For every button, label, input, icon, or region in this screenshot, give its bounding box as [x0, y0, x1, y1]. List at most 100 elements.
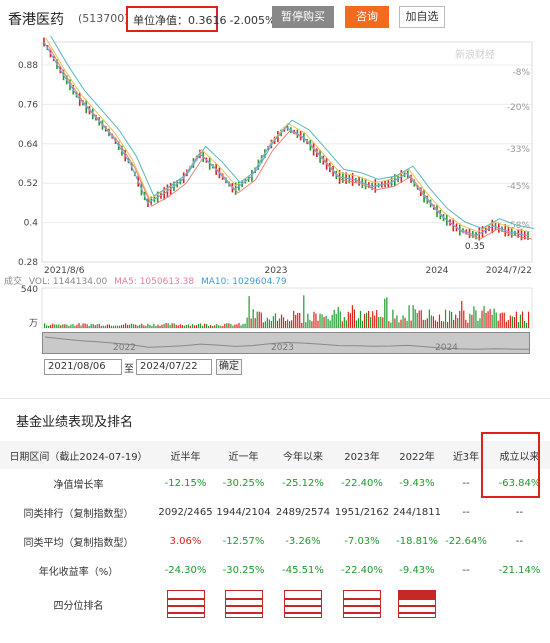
nav-line [43, 41, 529, 237]
volume-bar [303, 295, 305, 328]
volume-bar [244, 323, 246, 328]
volume-bar [440, 321, 443, 328]
table-cell: -- [462, 507, 470, 518]
volume-bar [507, 319, 509, 328]
table-cell: -12.57% [222, 536, 265, 547]
volume-bar [266, 317, 268, 328]
volume-bar [222, 325, 224, 328]
x-tick-label: 2021/8/6 [44, 266, 85, 276]
table-cell: -22.40% [341, 478, 383, 489]
volume-bar [153, 323, 155, 328]
volume-bar [424, 319, 426, 328]
volume-bar [64, 324, 66, 328]
volume-bar [118, 325, 121, 328]
volume-bar [331, 314, 333, 328]
volume-bar [127, 324, 129, 328]
volume-bar [173, 323, 175, 328]
row-label: 同类排行（复制指数型） [23, 509, 134, 520]
volume-bar [374, 315, 376, 328]
y-tick-label-right: -33% [507, 145, 531, 155]
end-date-input[interactable]: 2024/07/22 [136, 359, 212, 375]
volume-bar [82, 323, 84, 328]
volume-bar [187, 324, 189, 328]
volume-bar [145, 325, 147, 328]
start-date-input[interactable]: 2021/08/06 [44, 359, 122, 375]
quartile-cell [443, 585, 489, 623]
volume-bar [509, 315, 511, 328]
volume-bar [189, 325, 191, 328]
volume-bar [392, 309, 394, 328]
volume-bar [513, 317, 515, 328]
volume-bar [459, 310, 461, 328]
volume-bar [201, 325, 204, 328]
pause-purchase-button[interactable]: 暂停购买 [272, 6, 334, 28]
volume-bar [171, 323, 173, 328]
volume-bar [110, 325, 113, 328]
volume-bar [114, 325, 117, 328]
table-cell: -3.26% [285, 536, 321, 547]
quartile-cell [333, 585, 391, 623]
table-cell: -21.14% [498, 565, 541, 576]
volume-bar [270, 320, 272, 328]
performance-title: 基金业绩表现及排名 [16, 415, 134, 430]
volume-bar [347, 311, 349, 328]
volume-bar [220, 325, 222, 328]
volume-bar [527, 311, 530, 328]
volume-bar [323, 316, 325, 328]
volume-bar [62, 324, 64, 328]
volume-bar [68, 325, 70, 328]
volume-bar [252, 309, 254, 328]
volume-bar [98, 323, 100, 328]
consult-button[interactable]: 咨询 [345, 6, 389, 28]
add-watchlist-button[interactable]: 加自选 [399, 6, 445, 28]
volume-bar [268, 319, 270, 328]
row-label: 四分位排名 [53, 600, 104, 612]
volume-bar [169, 325, 171, 328]
volume-bar [242, 323, 244, 328]
volume-bar [335, 313, 337, 328]
volume-bar [315, 313, 317, 328]
volume-bar [230, 323, 232, 328]
volume-bar [78, 323, 80, 328]
volume-bar [246, 317, 248, 328]
volume-bar [232, 325, 234, 328]
volume-label: 成交 [4, 277, 23, 287]
header-cell: 近一年 [228, 451, 259, 463]
quartile-cell [391, 585, 443, 623]
volume-bar [151, 325, 153, 328]
volume-bar [355, 320, 358, 328]
volume-bar [92, 324, 94, 328]
volume-bar [256, 311, 258, 328]
volume-bar [258, 311, 260, 328]
time-navigator[interactable]: 2022 2023 2024 [42, 332, 530, 354]
volume-bar [177, 325, 179, 328]
volume-bar [357, 318, 360, 328]
performance-table: 日期区间（截止2024-07-19） 近半年 近一年 今年以来 2023年 20… [0, 441, 550, 623]
navigator-tick: 2023 [271, 343, 294, 353]
volume-bar [489, 309, 491, 328]
volume-bar [327, 318, 329, 328]
volume-bar [197, 324, 200, 328]
confirm-button[interactable]: 确定 [216, 359, 242, 375]
table-cell: -12.15% [164, 478, 207, 489]
volume-bar [214, 325, 216, 328]
nav-chart[interactable]: 0.88 0.76 0.64 0.52 0.4 0.28 -8% -20% -33% -45% -5… [0, 36, 550, 336]
volume-bar [143, 325, 145, 328]
volume-bar [54, 324, 56, 328]
volume-bar [497, 320, 499, 328]
volume-bar [116, 325, 119, 328]
y-tick-label: 0.76 [18, 100, 38, 110]
volume-bar [131, 323, 133, 328]
table-cell: -63.84% [498, 478, 541, 489]
y-tick-label-right: -8% [512, 68, 530, 78]
volume-bar [428, 309, 430, 328]
volume-bar [163, 323, 165, 328]
volume-bar [236, 324, 238, 328]
volume-bar [76, 324, 78, 328]
volume-bar [499, 313, 501, 328]
volume-bar [491, 314, 493, 328]
volume-bar [461, 300, 463, 328]
volume-bar [333, 309, 335, 328]
volume-bar [485, 312, 487, 328]
volume-bar [515, 311, 518, 328]
